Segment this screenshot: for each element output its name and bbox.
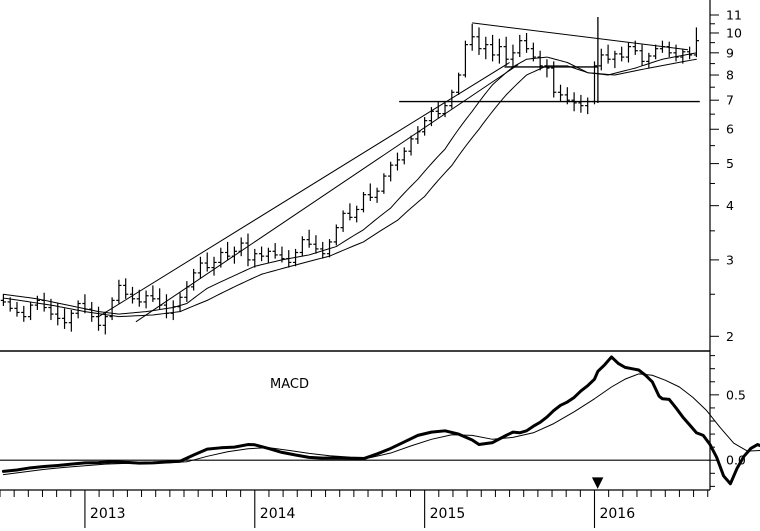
moving-average-fast <box>2 52 697 315</box>
cursor-marker[interactable]: ▼ <box>592 473 604 491</box>
y-axis-label-price: 5 <box>726 156 734 171</box>
y-axis-label-price: 2 <box>726 329 734 344</box>
rising-trendline-slow <box>135 64 519 323</box>
y-axis-label-price: 7 <box>726 93 734 108</box>
macd-line <box>1 355 760 486</box>
x-axis-year-label: 2014 <box>260 506 296 522</box>
signal-line <box>2 373 760 476</box>
resistance-trendline <box>472 22 688 51</box>
rising-trendline-fast <box>98 62 510 318</box>
y-axis-label-price: 9 <box>726 45 734 60</box>
macd-panel-label: MACD <box>270 377 309 392</box>
y-axis-label-price: 3 <box>726 252 734 267</box>
x-axis-year-label: 2015 <box>430 506 466 522</box>
y-axis-label-price: 8 <box>726 68 734 83</box>
y-axis-label-price: 10 <box>726 25 742 40</box>
y-axis-label-price: 6 <box>726 122 734 137</box>
x-axis-year-label: 2016 <box>599 506 635 522</box>
y-axis-label-price: 4 <box>726 198 734 213</box>
ohlc-bars <box>0 23 700 335</box>
y-axis-label-price: 11 <box>726 8 742 23</box>
moving-average-slow <box>2 58 697 318</box>
y-axis-label-macd: 0.5 <box>726 387 746 402</box>
x-axis-year-label: 2013 <box>90 506 126 522</box>
